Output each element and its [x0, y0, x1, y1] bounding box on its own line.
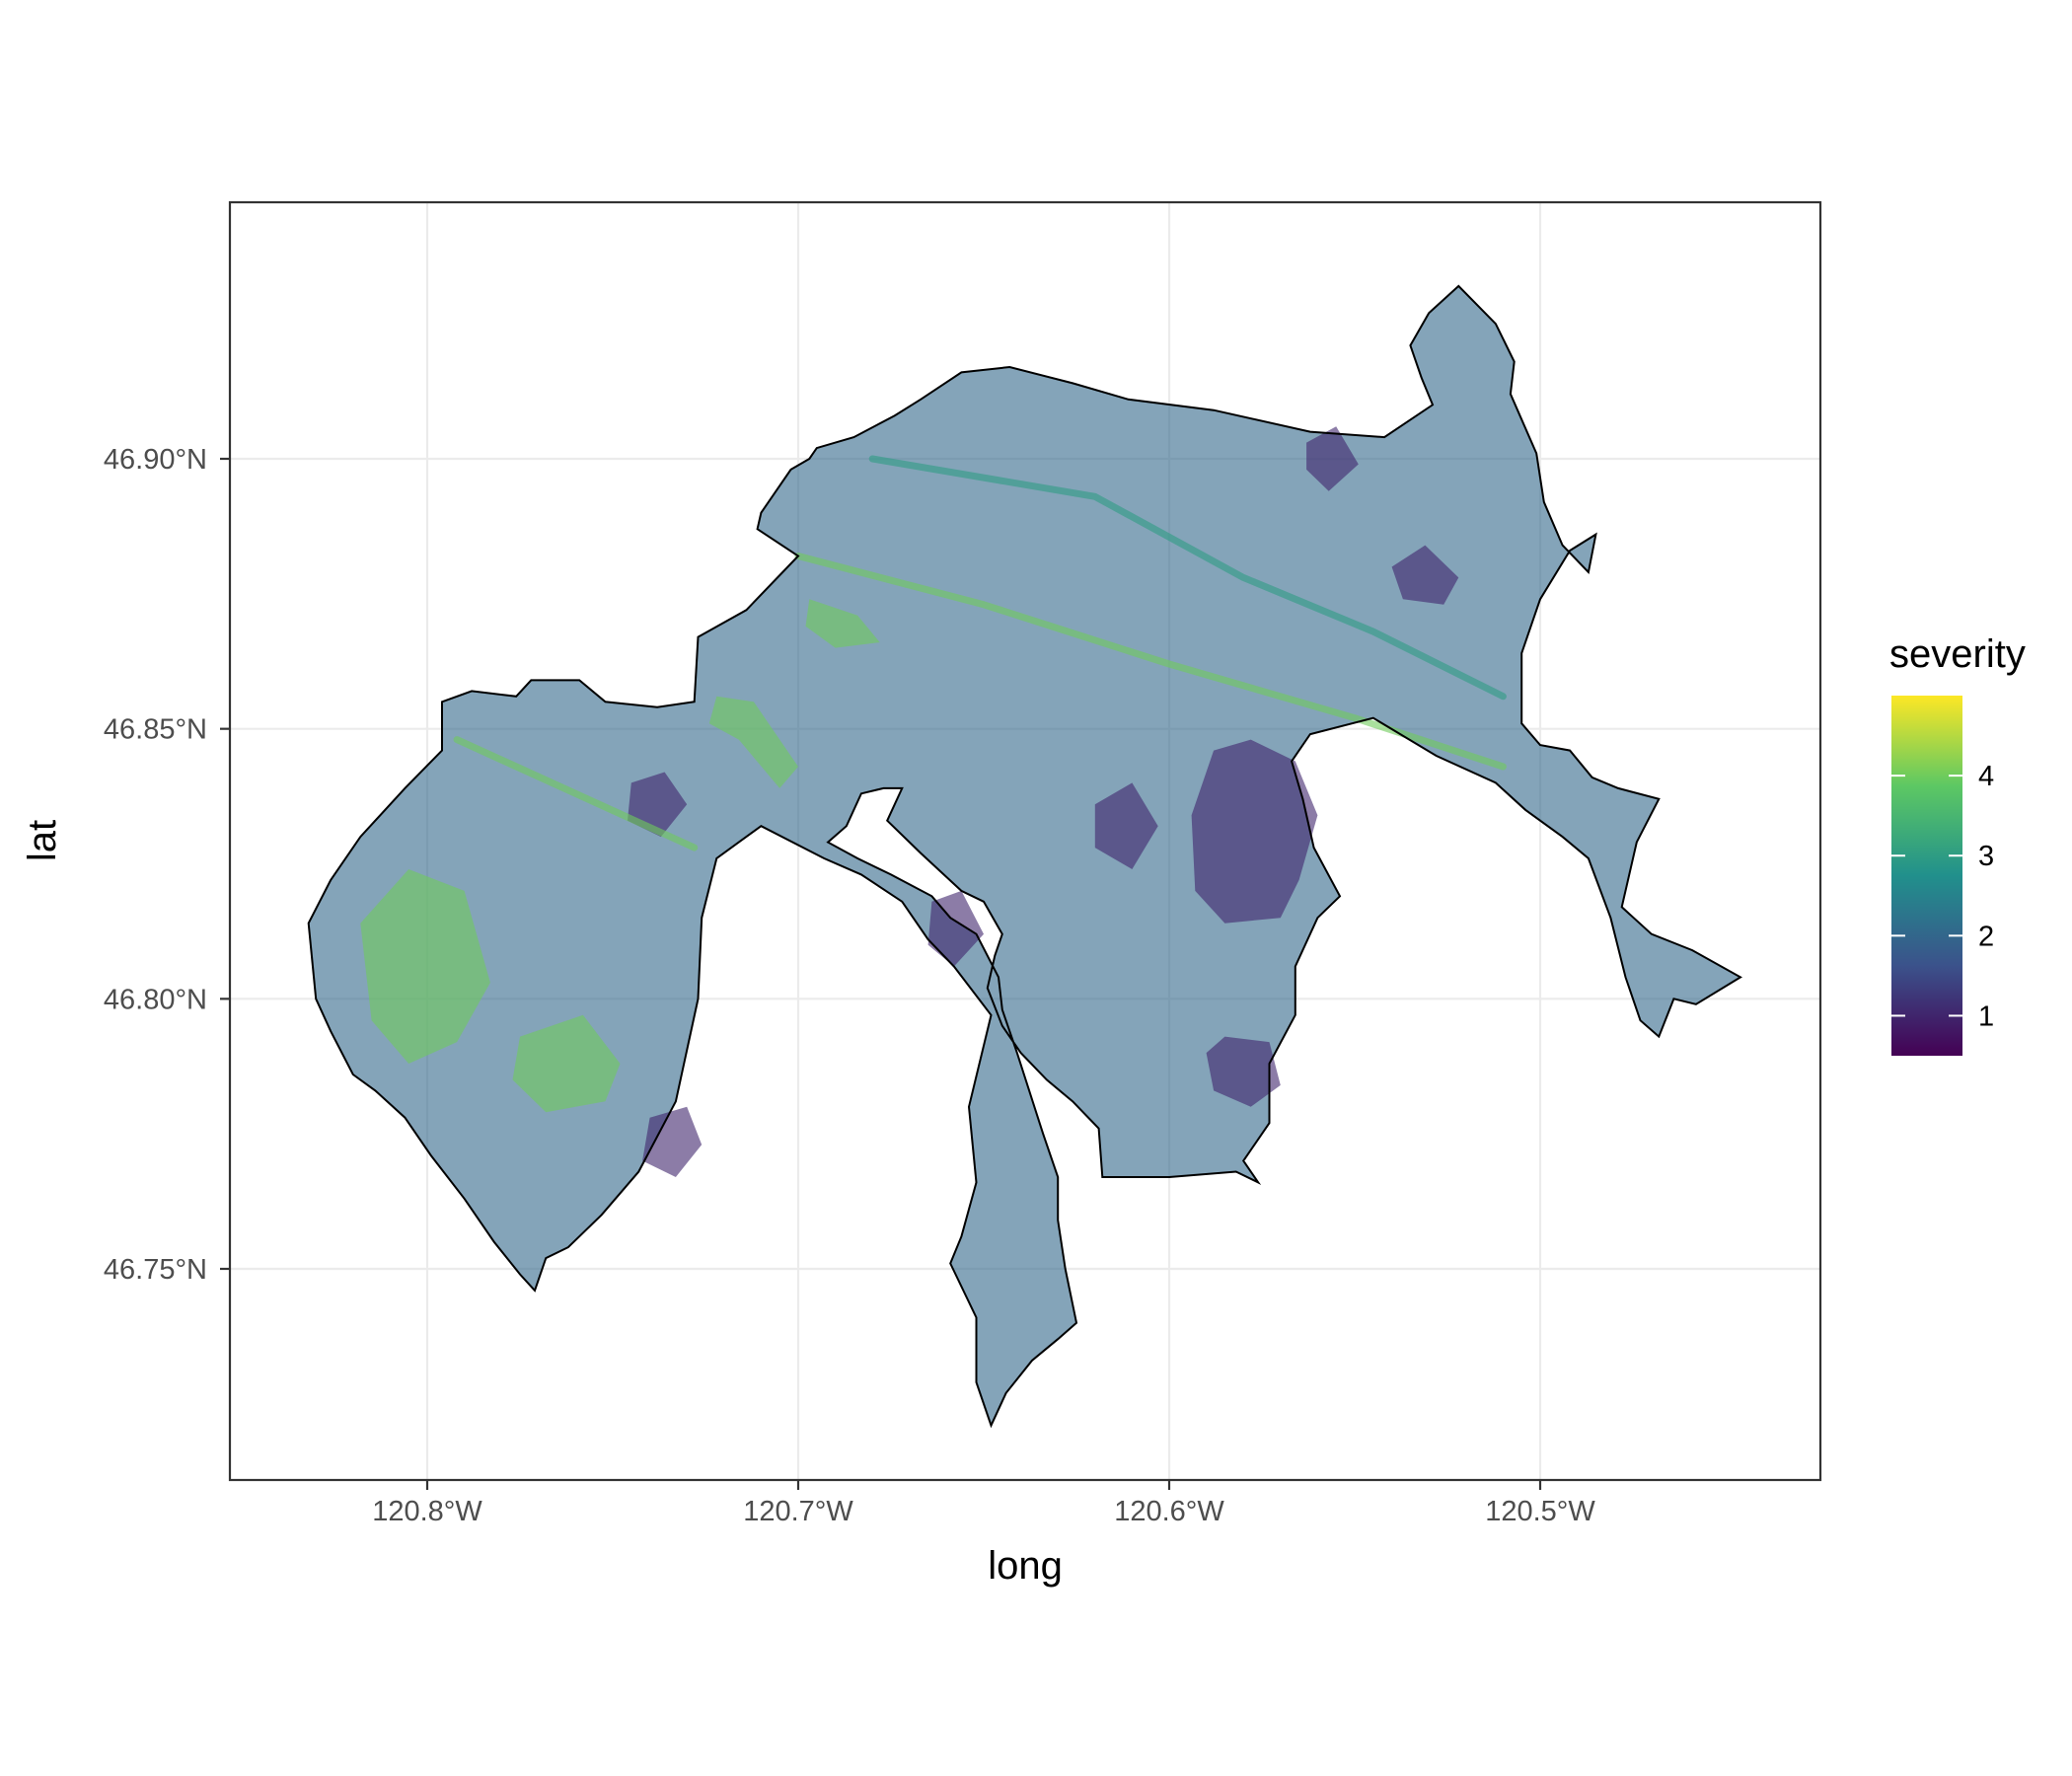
legend-tick-label: 2 — [1978, 921, 1994, 952]
x-axis: 120.8°W 120.7°W 120.6°W 120.5°W — [372, 1480, 1595, 1527]
severity-ridge — [453, 736, 699, 851]
y-tick-label: 46.85°N — [104, 714, 207, 746]
plot-border — [228, 200, 1822, 1482]
x-tick-label: 120.7°W — [743, 1496, 853, 1527]
legend-tick-label: 1 — [1978, 1000, 1994, 1032]
legend-colorbar — [1891, 696, 1962, 1056]
y-tick-label: 46.75°N — [104, 1254, 207, 1286]
severity-ridge — [868, 455, 1507, 701]
severity-ridge — [794, 553, 1507, 771]
low-severity-patch — [1306, 426, 1359, 491]
fire-boundary — [307, 284, 1742, 1429]
low-severity-patch — [642, 1106, 703, 1177]
low-severity-patch — [927, 890, 984, 967]
high-severity-patch — [708, 696, 798, 788]
legend-ticks: 1 2 3 4 — [1891, 761, 1994, 1032]
high-severity-patch — [805, 599, 880, 648]
x-tick-label: 120.6°W — [1114, 1496, 1224, 1527]
x-tick-label: 120.8°W — [372, 1496, 482, 1527]
high-severity-patch — [512, 1014, 621, 1113]
y-axis-title: lat — [21, 820, 64, 861]
severity-raster — [307, 284, 1742, 1429]
high-severity-patch — [360, 869, 490, 1064]
low-severity-patch — [1191, 739, 1318, 924]
low-severity-patch — [1094, 782, 1158, 869]
legend: severity 1 2 3 4 — [1889, 632, 2026, 1056]
fire-area — [308, 285, 1741, 1426]
y-tick-label: 46.80°N — [104, 984, 207, 1015]
y-axis: 46.75°N 46.80°N 46.85°N 46.90°N — [104, 444, 230, 1286]
low-severity-patch — [1391, 545, 1459, 605]
x-tick-label: 120.5°W — [1485, 1496, 1595, 1527]
legend-tick-label: 3 — [1978, 841, 1994, 872]
legend-title: severity — [1889, 632, 2026, 676]
legend-tick-label: 4 — [1978, 761, 1994, 792]
low-severity-patch — [1206, 1036, 1281, 1107]
y-tick-label: 46.90°N — [104, 444, 207, 476]
x-axis-title: long — [988, 1544, 1063, 1588]
